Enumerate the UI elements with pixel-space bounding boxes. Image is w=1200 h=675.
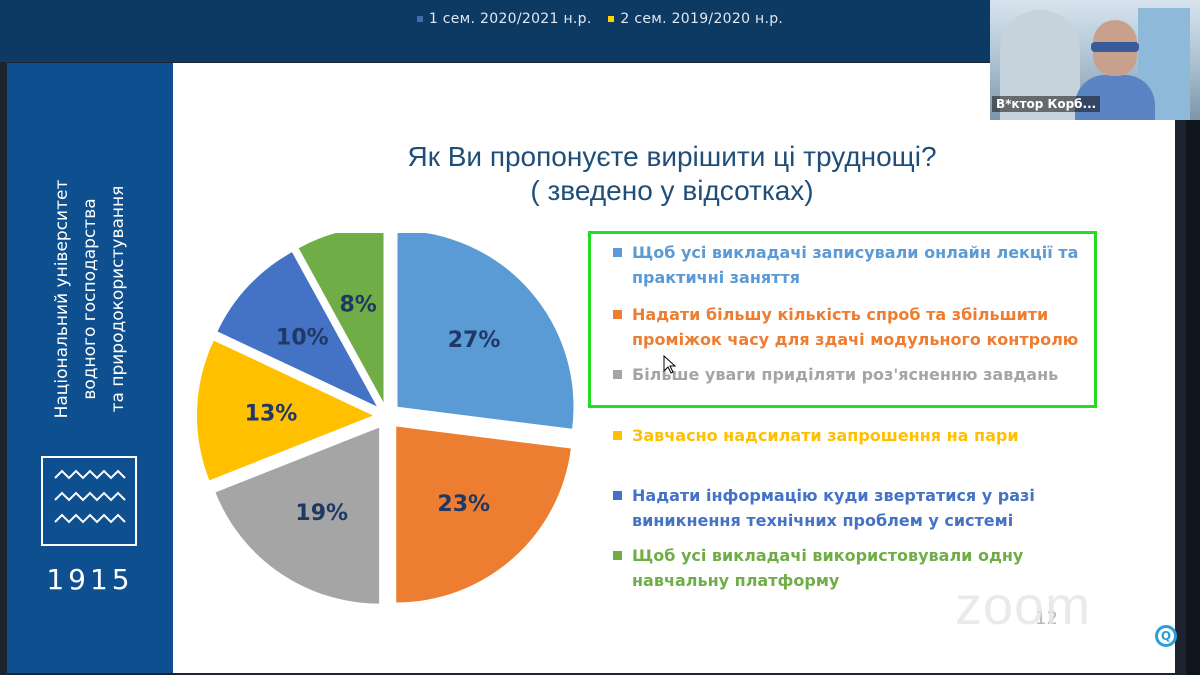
highlight-frame	[588, 231, 1097, 408]
legend-item-5: Надати інформацію куди звертатися у разі…	[613, 483, 1083, 533]
slide-title: Як Ви пропонуєте вирішити ці труднощі? (…	[407, 141, 937, 206]
pie-slice	[215, 427, 380, 604]
participant-avatar	[1075, 20, 1155, 120]
presentation-slide: Національний університет водного господа…	[7, 63, 1175, 673]
pie-slice	[197, 340, 374, 481]
prev-legend-item-1: 1 сем. 2020/2021 н.р.	[416, 11, 592, 27]
prev-legend-item-2: 2 сем. 2019/2020 н.р.	[608, 11, 783, 27]
legend-square-icon	[613, 491, 622, 500]
scrollbar-track[interactable]	[1186, 120, 1200, 675]
participant-name: В*ктор Корб...	[992, 96, 1101, 112]
university-sidebar: Національний університет водного господа…	[7, 63, 173, 673]
zoom-watermark: zoom	[955, 576, 1092, 636]
pie-data-label: 8%	[339, 293, 376, 318]
legend-item-3: Більше уваги приділяти роз'ясненню завда…	[613, 362, 1083, 387]
previous-chart-legend: 1 сем. 2020/2021 н.р. 2 сем. 2019/2020 н…	[0, 10, 1200, 27]
legend-square-icon	[613, 551, 622, 560]
pie-slice	[217, 252, 377, 407]
legend-square-icon	[613, 310, 622, 319]
pie-data-label: 10%	[276, 326, 329, 351]
pie-chart: 27% 23% 19% 13% 10% 8%	[197, 233, 574, 604]
legend-item-1: Щоб усі викладачі записували онлайн лекц…	[613, 240, 1083, 290]
pie-slice	[397, 233, 574, 429]
pie-data-label: 19%	[295, 501, 348, 526]
legend-item-4: Завчасно надсилати запрошення на пари	[613, 423, 1083, 448]
legend-square-icon	[416, 16, 423, 22]
pie-data-label: 13%	[245, 401, 298, 426]
participant-video-tile[interactable]: В*ктор Корб...	[990, 0, 1200, 120]
pie-slice	[396, 426, 571, 603]
waves-logo-icon	[41, 456, 137, 546]
legend-square-icon	[608, 16, 615, 22]
pie-data-label: 27%	[448, 328, 501, 353]
legend-square-icon	[613, 248, 622, 257]
legend-square-icon	[613, 370, 622, 379]
pie-data-label: 23%	[437, 492, 490, 517]
legend-square-icon	[613, 431, 622, 440]
pie-slice	[298, 233, 384, 403]
legend-item-2: Надати більшу кількість спроб та збільши…	[613, 302, 1083, 352]
legend-item-6: Щоб усі викладачі використовували одну на…	[613, 543, 1083, 593]
previous-slide-strip	[0, 0, 990, 62]
mouse-cursor-icon	[663, 355, 677, 374]
founding-year: 1915	[46, 563, 134, 596]
page-number: 12	[1035, 608, 1058, 629]
q-assistant-icon[interactable]: Q	[1155, 625, 1177, 647]
university-name: Національний університет водного господа…	[52, 179, 128, 419]
